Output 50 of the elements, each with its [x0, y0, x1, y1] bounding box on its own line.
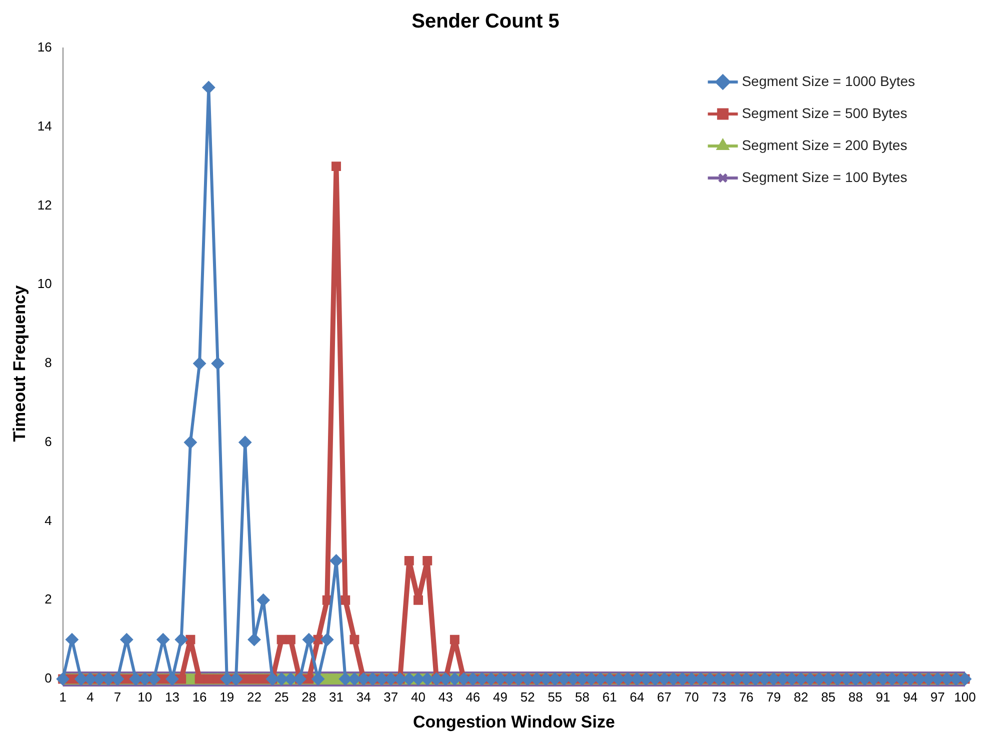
x-tick-label: 25: [274, 689, 289, 704]
x-axis-title: Congestion Window Size: [412, 712, 615, 732]
x-tick-label: 16: [192, 689, 207, 704]
x-tick-label: 49: [493, 689, 508, 704]
x-tick-label: 73: [712, 689, 726, 704]
x-tick-label: 97: [930, 689, 945, 704]
x-tick-label: 94: [903, 689, 918, 704]
y-tick-label: 16: [37, 40, 52, 55]
x-tick-label: 52: [520, 689, 535, 704]
x-tick-label: 91: [876, 689, 890, 704]
x-tick-label: 34: [356, 689, 371, 704]
x-tick-label: 55: [548, 689, 562, 704]
x-tick-label: 88: [848, 689, 863, 704]
x-tick-label: 13: [164, 689, 180, 704]
x-tick-label: 58: [575, 689, 590, 704]
x-tick-label: 7: [114, 689, 122, 704]
x-tick-label: 85: [821, 689, 836, 704]
x-tick-label: 79: [766, 689, 781, 704]
x-tick-label: 19: [220, 689, 234, 704]
y-tick-label: 4: [44, 512, 52, 528]
x-tick-label: 10: [138, 689, 152, 704]
legend-label: Segment Size = 200 Bytes: [742, 136, 908, 153]
y-tick-label: 10: [37, 276, 52, 292]
y-tick-label: 0: [44, 670, 52, 686]
x-tick-label: 40: [411, 689, 426, 704]
x-tick-label: 61: [602, 689, 617, 704]
x-tick-label: 82: [794, 689, 808, 704]
chart-title: Sender Count 5: [412, 10, 560, 33]
x-tick-label: 70: [684, 689, 699, 704]
legend-label: Segment Size = 1000 Bytes: [742, 72, 916, 89]
y-tick-label: 2: [44, 592, 52, 607]
x-tick-label: 76: [739, 689, 754, 704]
legend-label: Segment Size = 100 Bytes: [742, 168, 908, 185]
x-tick-label: 31: [329, 689, 344, 704]
x-tick-label: 67: [657, 689, 672, 704]
y-tick-label: 6: [44, 434, 52, 449]
y-tick-label: 8: [44, 355, 52, 370]
x-tick-label: 4: [86, 689, 94, 704]
x-tick-label: 43: [438, 689, 453, 704]
x-tick-label: 37: [384, 689, 398, 704]
legend-label: Segment Size = 500 Bytes: [742, 104, 908, 121]
x-tick-label: 28: [302, 689, 316, 704]
x-tick-label: 22: [246, 689, 262, 704]
y-tick-label: 14: [37, 118, 52, 134]
y-tick-label: 12: [37, 197, 52, 212]
x-tick-label: 1: [59, 689, 66, 704]
x-tick-label: 64: [630, 689, 644, 704]
x-tick-label: 100: [954, 689, 976, 704]
y-axis-title: Timeout Frequency: [10, 284, 29, 442]
x-tick-label: 46: [466, 689, 480, 704]
